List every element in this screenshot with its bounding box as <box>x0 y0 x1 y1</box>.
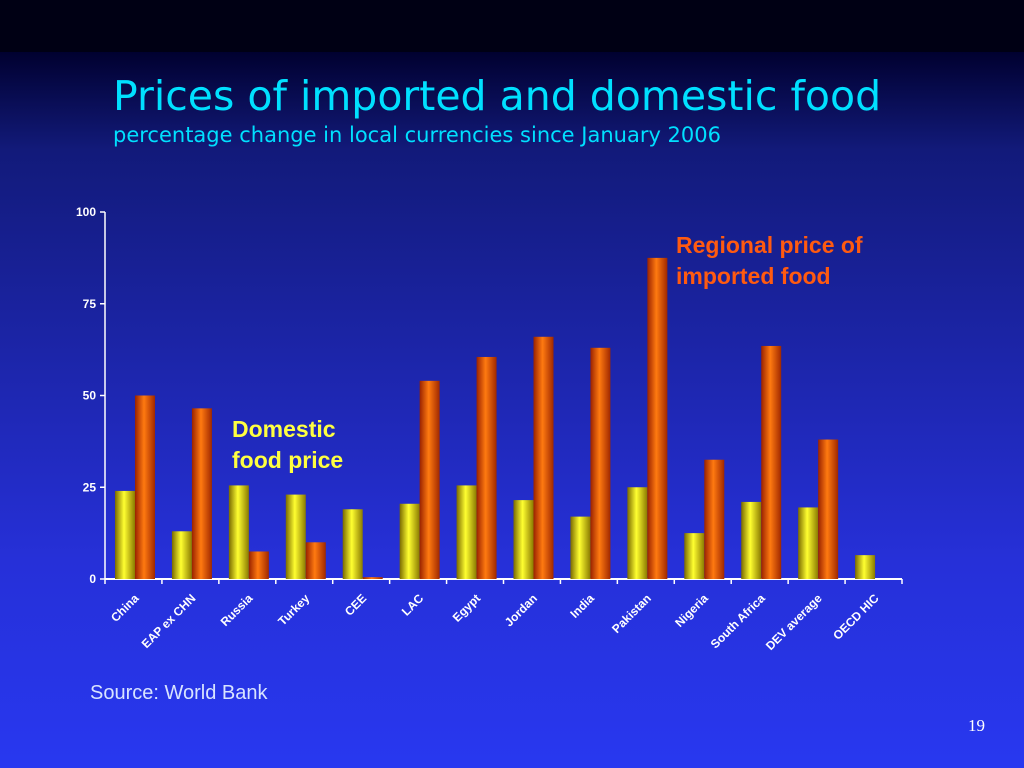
imported-bar <box>818 439 839 579</box>
imported-bar <box>533 336 554 579</box>
domestic-bar <box>570 516 591 579</box>
domestic-bar <box>456 485 477 579</box>
y-tick-label: 50 <box>83 389 97 403</box>
y-tick-label: 100 <box>76 205 96 219</box>
imported-bar <box>704 459 725 579</box>
domestic-bar <box>228 485 249 579</box>
slide-title: Prices of imported and domestic food <box>113 72 882 120</box>
imported-bar <box>419 380 440 579</box>
imported-food-annotation: Regional price of imported food <box>676 232 863 289</box>
imported-bar <box>248 551 269 579</box>
category-label: EAP ex CHN <box>139 591 199 651</box>
imported-bar <box>590 347 611 579</box>
domestic-bar <box>513 500 534 579</box>
category-label: South Africa <box>708 591 768 651</box>
category-label: Jordan <box>502 591 540 629</box>
imported-bar <box>191 408 212 579</box>
domestic-food-annotation: Domestic food price <box>232 416 343 473</box>
category-label: LAC <box>399 591 427 619</box>
y-tick-label: 25 <box>83 480 97 494</box>
imported-bar <box>476 356 497 579</box>
y-tick-label: 75 <box>83 297 97 311</box>
domestic-bar <box>171 531 192 579</box>
slide-subtitle: percentage change in local currencies si… <box>113 123 722 147</box>
category-label: Pakistan <box>609 591 654 636</box>
domestic-bar <box>741 501 762 579</box>
category-label: India <box>567 591 597 621</box>
domestic-bar <box>627 487 648 579</box>
y-tick-label: 0 <box>89 572 96 586</box>
imported-bar <box>761 345 782 579</box>
domestic-bar <box>342 509 363 579</box>
category-label: OECD HIC <box>830 591 882 643</box>
source-note: Source: World Bank <box>90 682 268 704</box>
category-label: China <box>108 591 142 625</box>
category-label: CEE <box>342 591 369 618</box>
category-label: Nigeria <box>672 591 711 630</box>
category-label: DEV average <box>763 591 825 653</box>
category-label: Egypt <box>450 591 483 624</box>
domestic-bar <box>285 494 306 579</box>
page-number: 19 <box>968 716 985 735</box>
domestic-bar <box>855 555 876 579</box>
domestic-bar <box>684 533 705 579</box>
category-label: Russia <box>218 591 256 629</box>
domestic-bar <box>115 490 135 579</box>
imported-bar <box>305 542 326 579</box>
top-band <box>0 0 1024 52</box>
imported-bar <box>647 257 668 579</box>
domestic-bar <box>399 503 420 579</box>
imported-bar <box>362 577 383 579</box>
domestic-bar <box>798 507 819 579</box>
category-label: Turkey <box>275 591 312 628</box>
imported-bar <box>135 395 155 579</box>
